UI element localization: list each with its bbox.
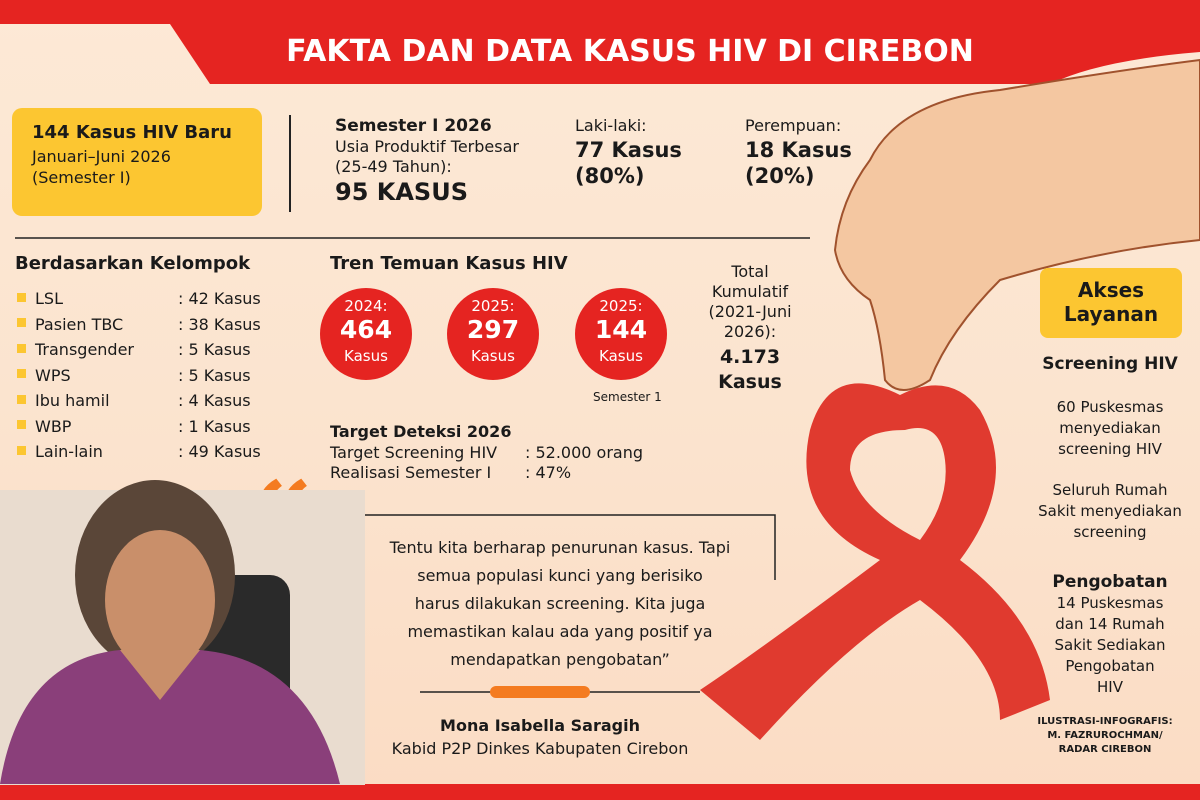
access-heading: Layanan xyxy=(1063,302,1159,326)
access-line: dan 14 Rumah xyxy=(1055,615,1165,633)
separator-pill xyxy=(490,686,590,698)
speaker-photo xyxy=(0,480,365,785)
quote-line: memastikan kalau ada yang positif ya xyxy=(407,622,713,641)
total-line: 2026): xyxy=(723,322,777,341)
target-label: Realisasi Semester I xyxy=(330,463,492,482)
quote-line: Tentu kita berharap penurunan kasus. Tap… xyxy=(389,538,731,557)
group-value: : 1 Kasus xyxy=(178,416,251,436)
group-value: : 5 Kasus xyxy=(178,365,251,385)
group-value: : 42 Kasus xyxy=(178,289,261,308)
credit-line: M. FAZRUROCHMAN/ xyxy=(1047,730,1163,741)
gender-share: (80%) xyxy=(575,164,645,188)
trend-value: 297 xyxy=(466,315,520,344)
trend-unit: Kasus xyxy=(471,347,515,365)
access-line: 14 Puskesmas xyxy=(1056,594,1164,612)
trend-circles xyxy=(320,288,667,380)
access-line: Sakit Sediakan xyxy=(1054,636,1166,654)
quote-line: harus dilakukan screening. Kita juga xyxy=(414,594,706,613)
target-value: : 47% xyxy=(525,463,572,482)
highlight-headline: 144 Kasus HIV Baru xyxy=(32,122,232,143)
productive-value: 95 KASUS xyxy=(335,178,468,206)
highlight-box xyxy=(12,108,262,216)
credit-line: ILUSTRASI-INFOGRAFIS: xyxy=(1037,716,1173,727)
group-label: LSL xyxy=(35,289,63,308)
group-value: : 4 Kasus xyxy=(178,391,251,410)
top-band xyxy=(0,0,1200,24)
productive-line: (25-49 Tahun): xyxy=(335,157,452,176)
highlight-note: (Semester I) xyxy=(32,168,131,187)
red-ribbon xyxy=(700,383,1050,740)
trend-year: 2024: xyxy=(344,297,388,315)
trend-year: 2025: xyxy=(471,297,515,315)
bottom-band xyxy=(0,784,1200,800)
title: FAKTA DAN DATA KASUS HIV DI CIREBON xyxy=(286,34,974,69)
trend-unit: Kasus xyxy=(599,347,643,365)
target-value: : 52.000 orang xyxy=(525,443,644,462)
title-banner xyxy=(170,24,1200,84)
credit-line: RADAR CIREBON xyxy=(1058,744,1152,755)
productive-line: Usia Produktif Terbesar xyxy=(335,137,519,156)
speaker-role: Kabid P2P Dinkes Kabupaten Cirebon xyxy=(391,739,689,758)
quote-frame xyxy=(365,514,776,580)
quote-line: mendapatkan pengobatan” xyxy=(450,650,670,669)
total-line: Total xyxy=(731,262,769,281)
bullets xyxy=(17,293,26,455)
access-line: screening xyxy=(1073,523,1147,541)
total-unit: Kasus xyxy=(718,371,782,393)
access-title: Screening HIV xyxy=(1042,354,1178,374)
access-line: Seluruh Rumah xyxy=(1052,481,1168,499)
gender-share: (20%) xyxy=(745,164,815,188)
trend-year: 2025: xyxy=(599,297,643,315)
highlight-period: Januari–Juni 2026 xyxy=(32,147,171,166)
access-box xyxy=(1040,268,1182,338)
group-value: : 5 Kasus xyxy=(178,340,251,359)
group-label: Ibu hamil xyxy=(35,391,110,410)
group-label: Pasien TBC xyxy=(35,314,124,334)
group-label: Lain-lain xyxy=(35,442,103,461)
access-title: Pengobatan xyxy=(1052,572,1168,592)
total-value: 4.173 xyxy=(719,346,781,368)
group-value: : 38 Kasus xyxy=(178,314,261,334)
gender-cases: 18 Kasus xyxy=(745,138,852,162)
group-label: WPS xyxy=(35,365,71,385)
productive-heading: Semester I 2026 xyxy=(335,116,492,136)
target-heading: Target Deteksi 2026 xyxy=(330,422,512,441)
gender-label: Perempuan: xyxy=(745,116,842,135)
total-line: Kumulatif xyxy=(711,282,789,301)
access-line: HIV xyxy=(1097,678,1123,696)
access-line: 60 Puskesmas xyxy=(1056,398,1164,416)
gender-cases: 77 Kasus xyxy=(575,138,682,162)
access-line: menyediakan xyxy=(1059,419,1161,437)
trend-value: 464 xyxy=(339,315,393,344)
speaker-name: Mona Isabella Saragih xyxy=(440,716,640,735)
access-line: Sakit menyediakan xyxy=(1038,502,1182,520)
access-line: screening HIV xyxy=(1058,440,1162,458)
total-line: (2021-Juni xyxy=(708,302,792,321)
groups-heading: Berdasarkan Kelompok xyxy=(15,253,251,274)
trend-value: 144 xyxy=(594,315,648,344)
group-value: : 49 Kasus xyxy=(178,442,261,461)
access-heading: Akses xyxy=(1077,278,1145,302)
quote-line: semua populasi kunci yang berisiko xyxy=(417,566,703,585)
hand xyxy=(833,58,1200,391)
target-label: Target Screening HIV xyxy=(330,443,498,462)
trend-heading: Tren Temuan Kasus HIV xyxy=(330,253,568,274)
gender-label: Laki-laki: xyxy=(575,116,647,135)
group-label: Transgender xyxy=(35,340,134,359)
group-label: WBP xyxy=(35,416,72,436)
trend-note: Semester 1 xyxy=(593,390,662,404)
trend-unit: Kasus xyxy=(344,347,388,365)
access-line: Pengobatan xyxy=(1065,657,1155,675)
